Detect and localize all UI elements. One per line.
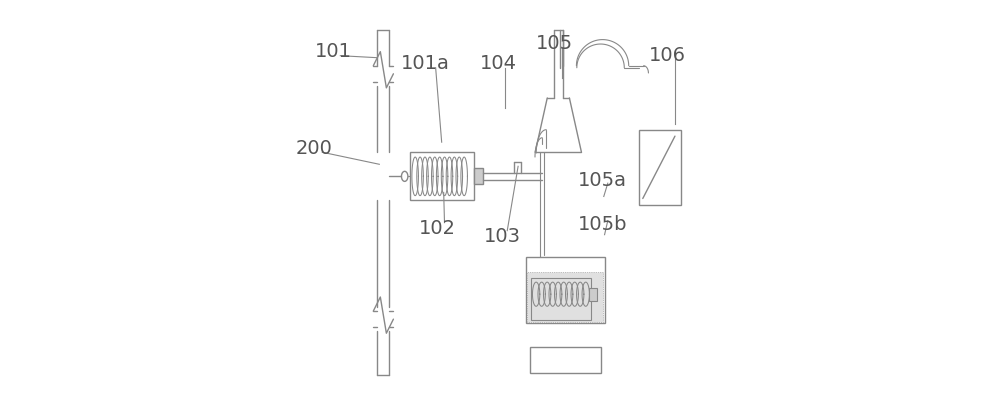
Text: 101: 101	[315, 42, 352, 61]
Text: 104: 104	[479, 54, 516, 73]
Text: 103: 103	[484, 227, 521, 246]
Text: 106: 106	[648, 46, 685, 65]
Text: 101a: 101a	[401, 54, 450, 73]
Bar	[531, 278, 591, 320]
Text: 102: 102	[419, 219, 456, 238]
Bar	[527, 272, 603, 322]
Bar	[589, 288, 597, 301]
Bar	[526, 257, 605, 323]
Text: 105: 105	[536, 34, 573, 53]
Text: 105a: 105a	[578, 171, 627, 190]
Bar	[410, 152, 474, 200]
Text: 105b: 105b	[578, 215, 627, 234]
Bar	[639, 130, 681, 205]
Bar	[530, 347, 601, 373]
Text: 200: 200	[296, 139, 333, 158]
Bar	[474, 168, 483, 184]
